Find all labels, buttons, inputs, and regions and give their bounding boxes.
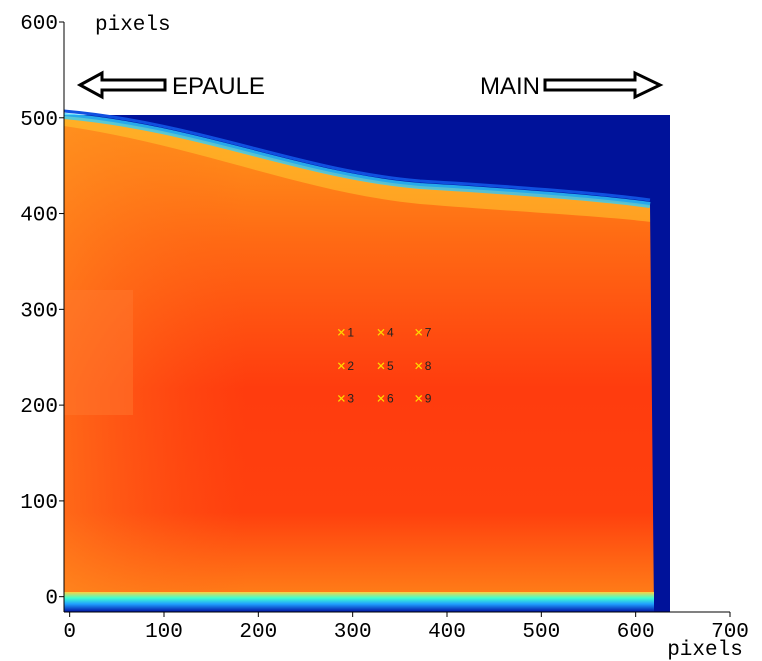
- x-tick-label: 300: [334, 621, 372, 644]
- x-tick-label: 400: [428, 621, 466, 644]
- point-marker: [337, 394, 345, 402]
- annotation: EPAULE: [172, 73, 265, 100]
- y-tick-label: 0: [45, 588, 58, 611]
- point-label: 2: [347, 359, 354, 373]
- x-tick-label: 500: [522, 621, 560, 644]
- y-tick-label: 600: [20, 13, 58, 36]
- point-marker: [377, 328, 385, 336]
- x-tick-label: 200: [239, 621, 277, 644]
- point-label: 3: [347, 391, 354, 405]
- x-tick-label: 700: [711, 621, 749, 644]
- point-marker: [337, 328, 345, 336]
- point-marker: [377, 394, 385, 402]
- point-marker: [337, 362, 345, 370]
- point-marker: [415, 328, 423, 336]
- point-label: 4: [387, 325, 394, 339]
- point-label: 1: [347, 325, 354, 339]
- left-arrow: [76, 70, 167, 100]
- y-tick-label: 500: [20, 109, 58, 132]
- y-tick-label: 400: [20, 205, 58, 228]
- annotation: MAIN: [480, 73, 540, 100]
- x-tick-label: 100: [145, 621, 183, 644]
- thermal-image: [63, 109, 670, 612]
- right-arrow: [543, 70, 664, 100]
- y-axis-label: pixels: [95, 14, 171, 37]
- point-label: 8: [425, 359, 432, 373]
- point-marker: [415, 362, 423, 370]
- y-tick-label: 200: [20, 396, 58, 419]
- x-tick-label: 600: [617, 621, 655, 644]
- point-label: 6: [387, 391, 394, 405]
- x-tick-label: 0: [63, 621, 76, 644]
- x-axis-label: pixels: [667, 639, 743, 661]
- point-marker: [415, 394, 423, 402]
- y-tick-label: 100: [20, 492, 58, 515]
- point-label: 7: [425, 325, 432, 339]
- point-label: 9: [425, 391, 432, 405]
- point-label: 5: [387, 359, 394, 373]
- y-tick-label: 300: [20, 300, 58, 323]
- point-marker: [377, 362, 385, 370]
